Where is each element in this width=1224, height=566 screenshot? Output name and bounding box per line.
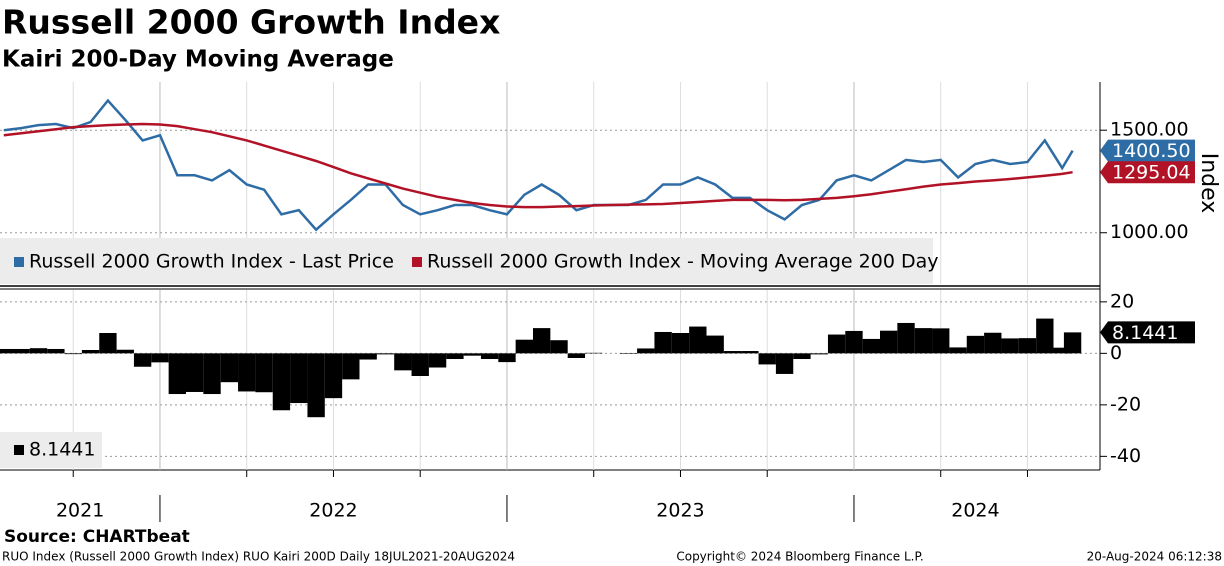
bar — [775, 353, 794, 374]
value-label: 1400.50 — [1112, 140, 1191, 162]
chart-subtitle: Kairi 200-Day Moving Average — [2, 47, 394, 73]
x-tick-label: 2021 — [56, 500, 104, 522]
value-label-box — [1100, 139, 1195, 162]
y-tick-label: -20 — [1110, 393, 1141, 415]
bar — [47, 348, 65, 354]
legend-label: Russell 2000 Growth Index - Last Price — [29, 251, 394, 273]
bar — [307, 353, 325, 418]
footer-left: RUO Index (Russell 2000 Growth Index) RU… — [2, 550, 515, 564]
source: Source: CHARTbeat — [4, 527, 190, 547]
bar — [619, 353, 638, 354]
bar — [567, 353, 586, 358]
bar — [411, 353, 429, 377]
bar — [463, 353, 481, 356]
bar — [64, 353, 82, 355]
bar — [706, 335, 724, 354]
bar — [984, 332, 1002, 354]
bar — [949, 347, 967, 354]
footer-center: Copyright© 2024 Bloomberg Finance L.P. — [676, 550, 923, 564]
bar — [914, 328, 933, 354]
bar — [238, 353, 256, 392]
bar — [827, 334, 846, 354]
value-label: 1295.04 — [1112, 162, 1191, 184]
bar — [723, 351, 742, 354]
line-series — [3, 98, 1074, 232]
value-label: 8.1441 — [1112, 322, 1178, 344]
bar — [1053, 347, 1071, 354]
bar — [168, 353, 186, 395]
value-label-box — [1100, 321, 1195, 344]
y-tick-label: 20 — [1110, 290, 1134, 312]
bar — [324, 353, 343, 399]
legend-swatch — [14, 257, 24, 267]
bar — [12, 348, 30, 354]
bar — [151, 353, 169, 363]
bar — [810, 353, 828, 355]
bar — [185, 353, 204, 392]
bar — [550, 340, 568, 354]
bar — [133, 353, 152, 367]
bar — [532, 328, 551, 354]
bar — [880, 330, 898, 354]
bar — [480, 353, 499, 360]
legend-swatch — [14, 445, 24, 455]
bar — [637, 348, 655, 354]
bar — [255, 353, 273, 393]
bar — [394, 353, 412, 371]
y-tick-label: 1500.00 — [1110, 119, 1189, 141]
legend-swatch — [412, 257, 422, 267]
bar — [203, 353, 221, 395]
bar — [116, 349, 134, 354]
legend-box — [0, 238, 933, 284]
value-label-box — [1100, 161, 1195, 184]
footer-right: 20-Aug-2024 06:12:38 — [1087, 550, 1222, 564]
bar — [342, 353, 360, 380]
x-tick-label: 2022 — [309, 500, 357, 522]
bar — [845, 330, 863, 354]
bar — [897, 322, 915, 354]
x-tick-label: 2024 — [951, 500, 999, 522]
y-tick-label: 1000.00 — [1110, 221, 1189, 243]
bar — [741, 351, 759, 354]
legend-label: Russell 2000 Growth Index - Moving Avera… — [427, 251, 939, 273]
bar — [0, 348, 13, 354]
bar — [654, 331, 672, 354]
y-axis-label: Index — [1196, 153, 1221, 214]
x-tick-label: 2023 — [656, 500, 704, 522]
bar — [671, 333, 690, 354]
bar — [515, 339, 533, 354]
bar — [99, 333, 117, 354]
bar — [446, 353, 464, 360]
bar — [359, 353, 377, 360]
bar — [758, 353, 776, 365]
bar — [1063, 332, 1082, 354]
chart-title: Russell 2000 Growth Index — [2, 3, 500, 42]
bar — [1001, 338, 1019, 354]
bar — [220, 353, 239, 383]
bar — [290, 353, 308, 404]
bar — [932, 328, 950, 354]
bar — [81, 350, 100, 354]
line-series — [3, 122, 1073, 209]
bar — [376, 353, 395, 355]
bar — [585, 352, 603, 354]
bar — [689, 326, 707, 354]
legend-label: 8.1441 — [29, 439, 95, 461]
bar — [272, 353, 291, 411]
bar — [862, 338, 880, 354]
bar — [498, 353, 516, 363]
bar — [428, 353, 447, 368]
bar — [1018, 338, 1037, 354]
bar — [1036, 318, 1054, 354]
bar — [793, 353, 811, 360]
bar — [29, 348, 48, 354]
bar — [966, 335, 985, 354]
y-tick-label: -40 — [1110, 445, 1141, 467]
y-tick-label: 0 — [1110, 342, 1122, 364]
